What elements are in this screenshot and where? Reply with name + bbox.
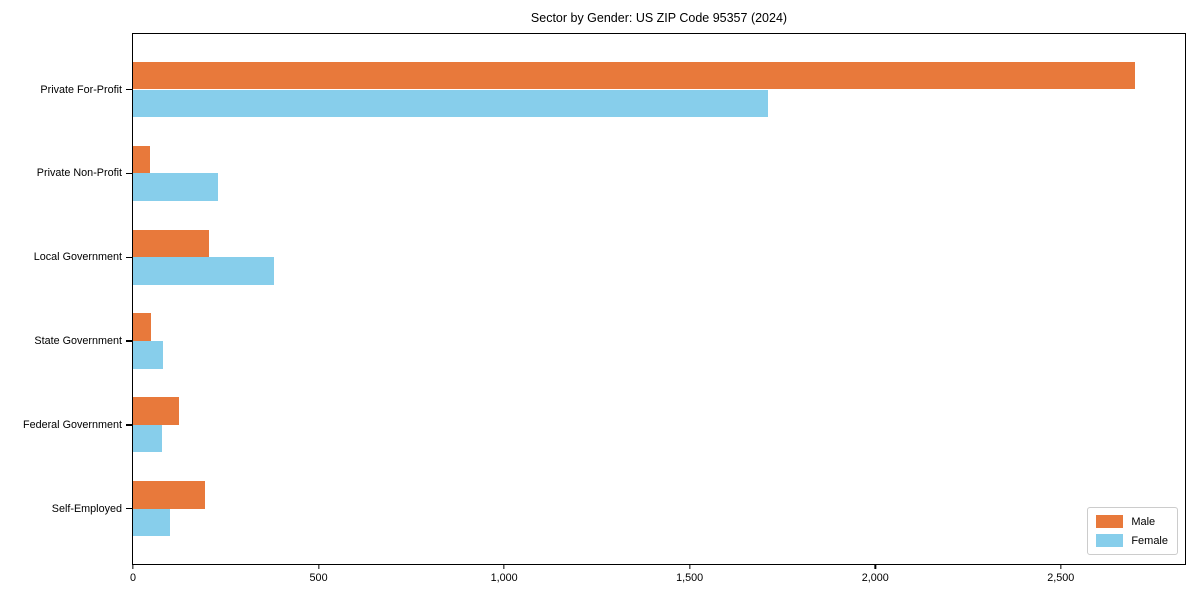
bar-state-government-female — [133, 341, 163, 369]
legend-row-male: Male — [1096, 515, 1168, 528]
x-tick-label-500: 500 — [309, 572, 328, 584]
x-tick-label-2000: 2,000 — [861, 572, 889, 584]
x-tick-500 — [317, 564, 320, 569]
y-tick-label-private-non-profit: Private Non-Profit — [36, 167, 122, 180]
x-tick-2000 — [874, 564, 876, 569]
legend-row-female: Female — [1096, 534, 1168, 547]
legend-label-male: Male — [1131, 515, 1156, 528]
x-tick-label-2500: 2,500 — [1047, 572, 1075, 584]
bar-private-for-profit-female — [133, 89, 768, 118]
legend: Male Female — [1087, 507, 1178, 555]
bar-private-non-profit-male — [133, 145, 151, 174]
bar-federal-government-female — [133, 424, 162, 453]
legend-swatch-male — [1096, 515, 1124, 528]
chart-title: Sector by Gender: US ZIP Code 95357 (202… — [530, 11, 788, 25]
bar-self-employed-male — [133, 481, 205, 509]
y-tick-label-local-government: Local Government — [33, 251, 122, 264]
bar-federal-government-male — [133, 397, 180, 425]
y-tick-private-for-profit — [126, 88, 132, 91]
y-tick-label-private-for-profit: Private For-Profit — [40, 83, 122, 96]
y-tick-label-state-government: State Government — [34, 335, 122, 348]
y-tick-label-self-employed: Self-Employed — [51, 502, 122, 515]
bar-local-government-male — [133, 229, 210, 258]
bar-local-government-female — [133, 257, 275, 285]
legend-label-female: Female — [1131, 534, 1168, 547]
x-tick-1000 — [503, 564, 505, 569]
bar-self-employed-female — [133, 508, 170, 537]
y-tick-federal-government — [126, 424, 132, 426]
bar-private-non-profit-female — [133, 173, 219, 201]
y-tick-state-government — [126, 340, 132, 342]
y-tick-label-federal-government: Federal Government — [22, 418, 122, 431]
bar-private-for-profit-male — [133, 61, 1136, 90]
x-tick-2500 — [1060, 564, 1062, 569]
x-tick-1500 — [689, 564, 691, 569]
legend-swatch-female — [1096, 534, 1124, 547]
x-tick-0 — [132, 564, 134, 569]
x-tick-label-1000: 1,000 — [490, 572, 518, 584]
x-tick-label-0: 0 — [129, 572, 137, 584]
bar-state-government-male — [133, 313, 152, 342]
plot-area: Private For-Profit Private Non-Profit Loca… — [23, 33, 1186, 584]
x-tick-label-1500: 1,500 — [676, 572, 704, 584]
y-tick-local-government — [126, 256, 132, 258]
y-tick-self-employed — [126, 508, 132, 510]
y-tick-private-non-profit — [126, 172, 132, 174]
